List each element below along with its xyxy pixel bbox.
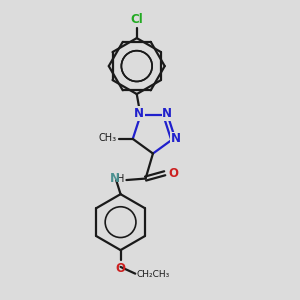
Text: N: N (110, 172, 120, 185)
Text: Cl: Cl (130, 13, 143, 26)
Text: O: O (169, 167, 179, 180)
Text: N: N (162, 107, 172, 120)
Text: N: N (134, 107, 144, 120)
Text: H: H (117, 174, 124, 184)
Text: N: N (171, 132, 181, 146)
Text: O: O (116, 262, 126, 275)
Text: CH₂CH₃: CH₂CH₃ (137, 270, 170, 279)
Text: CH₃: CH₃ (98, 133, 117, 143)
